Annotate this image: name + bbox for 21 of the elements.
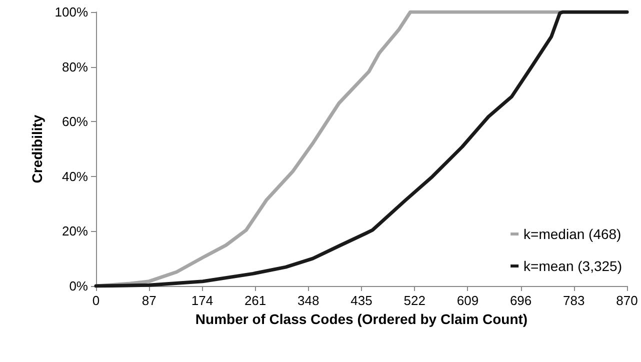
x-tick-label: 870: [616, 293, 638, 308]
y-tick-label: 40%: [62, 168, 88, 184]
x-tick-label: 348: [298, 293, 320, 308]
x-tick-label: 609: [456, 293, 479, 308]
x-tick-label: 435: [350, 293, 372, 308]
y-tick-label: 100%: [54, 4, 88, 20]
y-tick-label: 80%: [62, 59, 88, 74]
x-tick-label: 522: [404, 293, 426, 308]
legend-label: k=median (468): [524, 226, 622, 242]
y-tick-label: 60%: [62, 114, 88, 130]
x-tick-label: 783: [563, 293, 585, 308]
x-tick-label: 0: [92, 293, 100, 308]
x-tick-label: 174: [191, 293, 214, 308]
y-tick-label: 0%: [69, 278, 88, 294]
x-tick-label: 696: [510, 293, 532, 308]
x-tick-label: 261: [244, 293, 266, 308]
legend-label: k=mean (3,325): [524, 258, 622, 274]
y-tick-label: 20%: [62, 224, 88, 239]
y-axis-title: Credibility: [28, 114, 45, 184]
x-axis-title: Number of Class Codes (Ordered by Claim Count): [195, 311, 528, 327]
x-tick-label: 87: [142, 293, 156, 308]
